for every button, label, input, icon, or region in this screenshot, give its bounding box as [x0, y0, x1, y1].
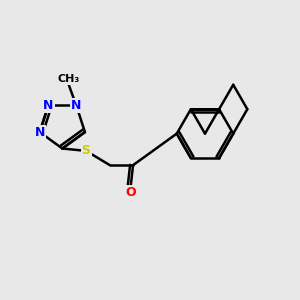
- Text: N: N: [71, 99, 82, 112]
- Text: S: S: [82, 144, 91, 158]
- Text: CH₃: CH₃: [58, 74, 80, 84]
- Text: O: O: [125, 186, 136, 199]
- Text: N: N: [34, 126, 45, 139]
- Text: N: N: [43, 99, 53, 112]
